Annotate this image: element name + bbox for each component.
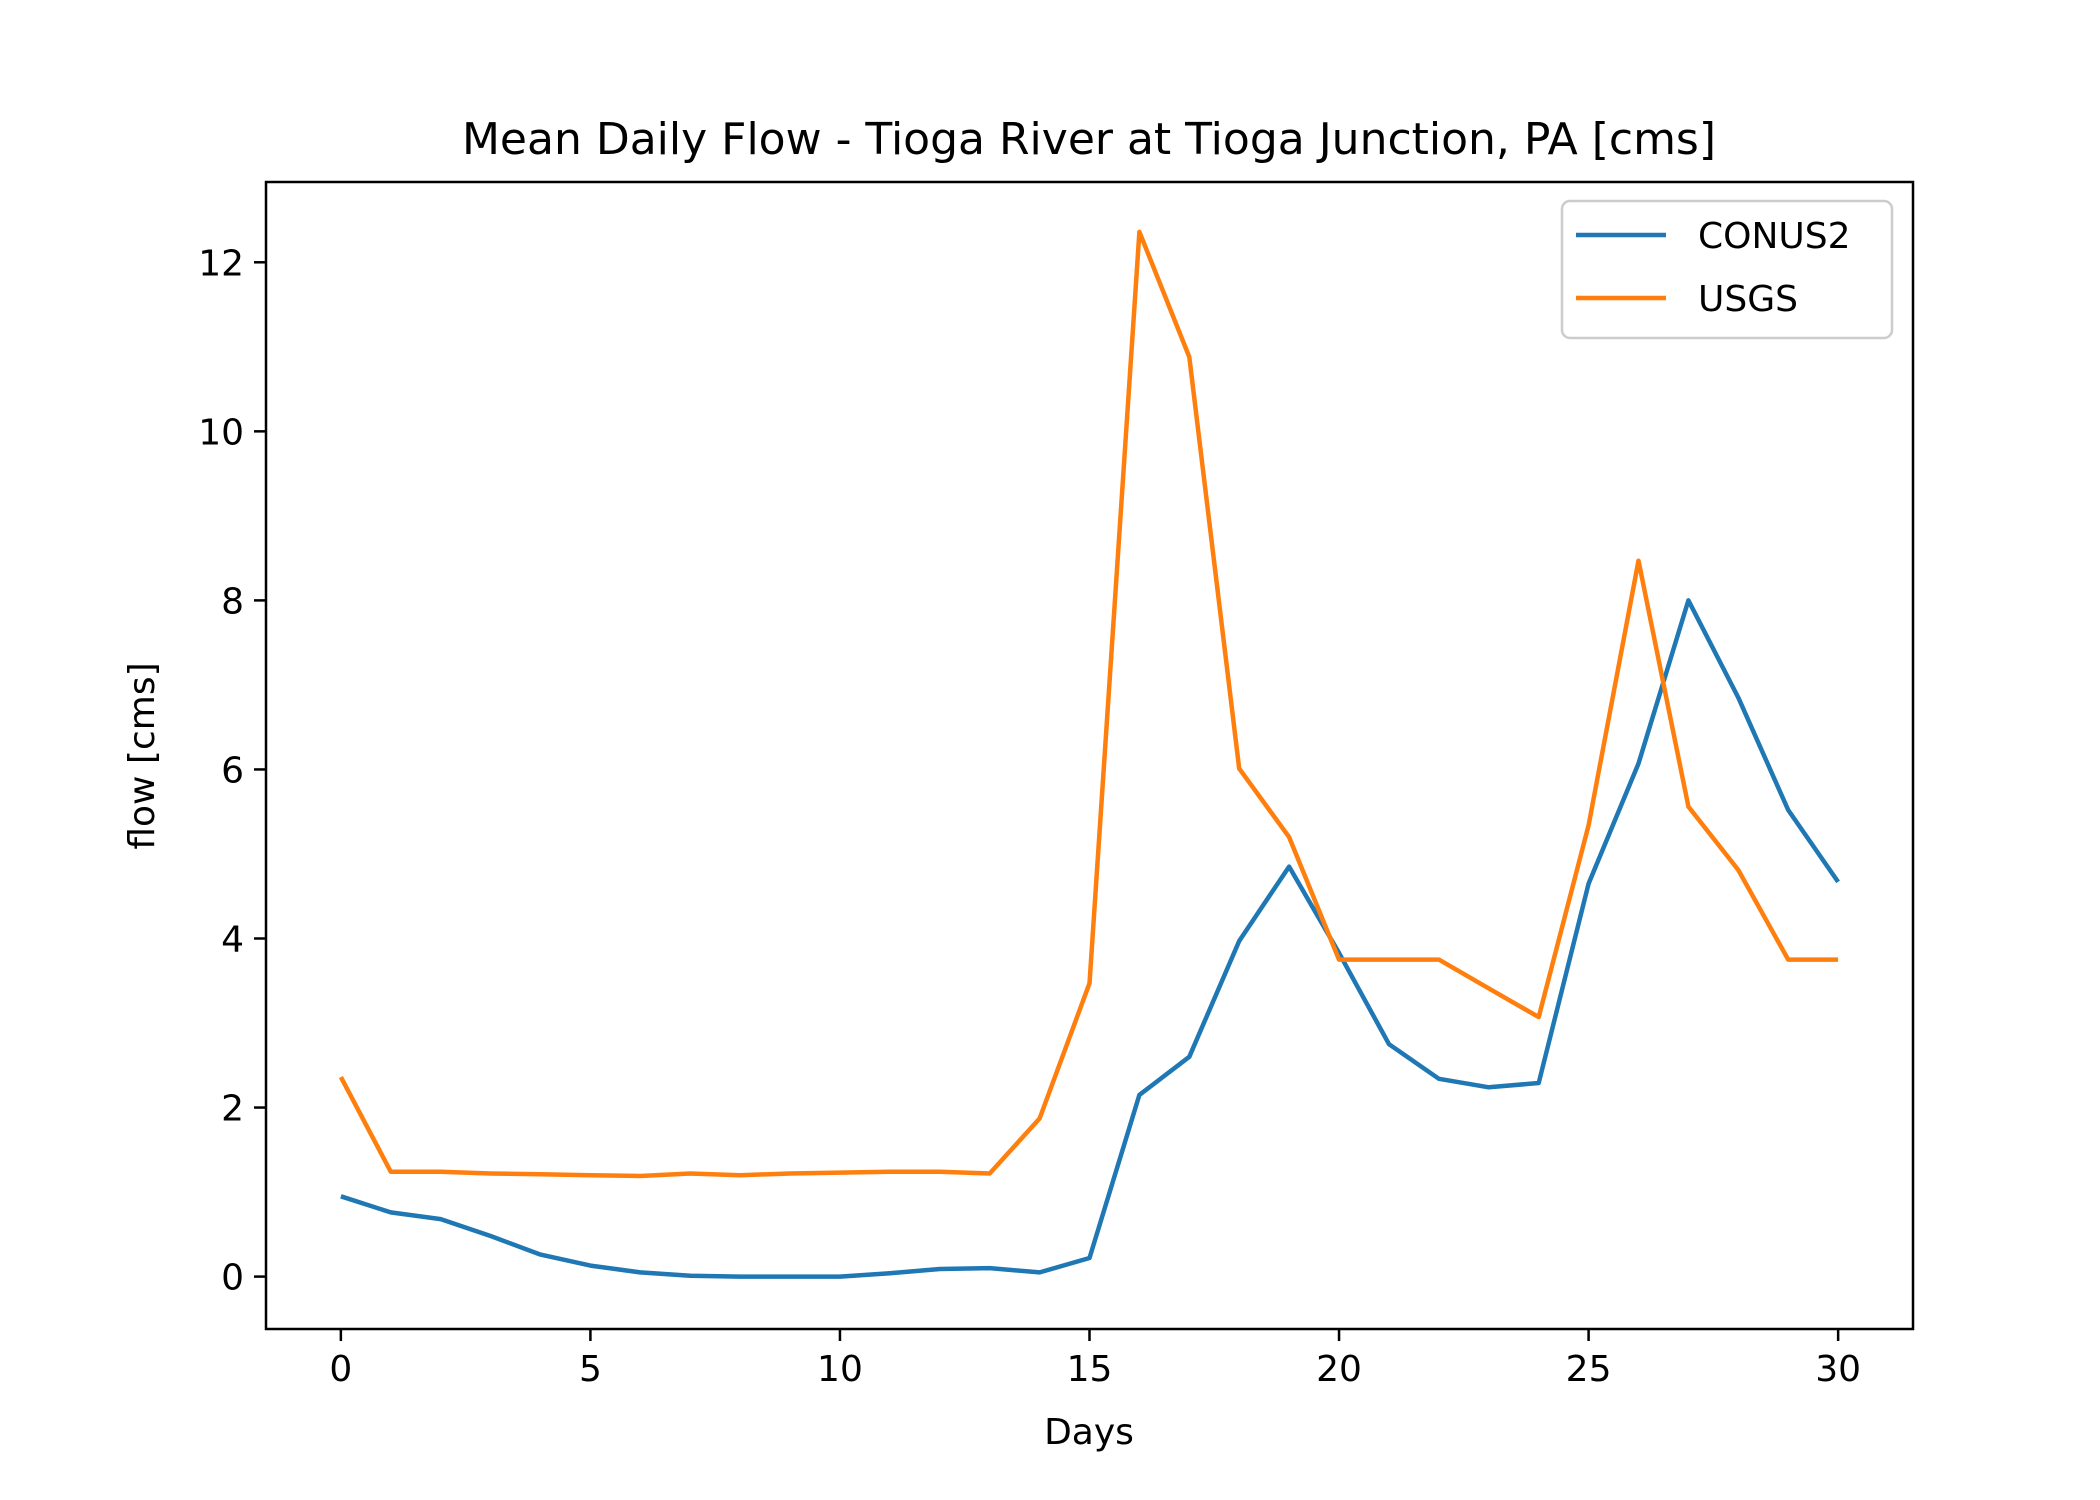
y-tick-label: 2 xyxy=(221,1089,244,1130)
axes-frame xyxy=(264,180,1915,1331)
x-axis-label: Days xyxy=(1044,1412,1134,1453)
legend: CONUS2 USGS xyxy=(1560,199,1894,340)
x-tick-label: 15 xyxy=(1067,1349,1113,1390)
y-tick-label: 8 xyxy=(221,581,244,622)
y-tick-label: 4 xyxy=(221,919,244,960)
series-layer xyxy=(338,229,1840,1279)
legend-label-usgs: USGS xyxy=(1698,279,1798,320)
y-tick-label: 0 xyxy=(221,1258,244,1299)
x-tick-label: 25 xyxy=(1566,1349,1612,1390)
x-tick-label: 0 xyxy=(329,1349,352,1390)
series-line-usgs xyxy=(338,229,1839,1179)
legend-label-conus2: CONUS2 xyxy=(1698,216,1851,257)
y-tick-label: 6 xyxy=(221,750,244,791)
x-tick-label: 20 xyxy=(1316,1349,1362,1390)
y-axis-ticks: 0 2 4 6 8 10 12 xyxy=(198,243,266,1299)
chart-title: Mean Daily Flow - Tioga River at Tioga J… xyxy=(462,114,1716,165)
y-tick-label: 10 xyxy=(198,412,244,453)
y-axis-label: flow [cms] xyxy=(122,662,163,849)
series-line-conus2 xyxy=(340,598,1840,1279)
x-tick-label: 30 xyxy=(1815,1349,1861,1390)
x-axis-ticks: 0 5 10 15 20 25 30 xyxy=(329,1329,1861,1390)
x-tick-label: 5 xyxy=(579,1349,602,1390)
y-tick-label: 12 xyxy=(198,243,244,284)
x-tick-label: 10 xyxy=(817,1349,863,1390)
